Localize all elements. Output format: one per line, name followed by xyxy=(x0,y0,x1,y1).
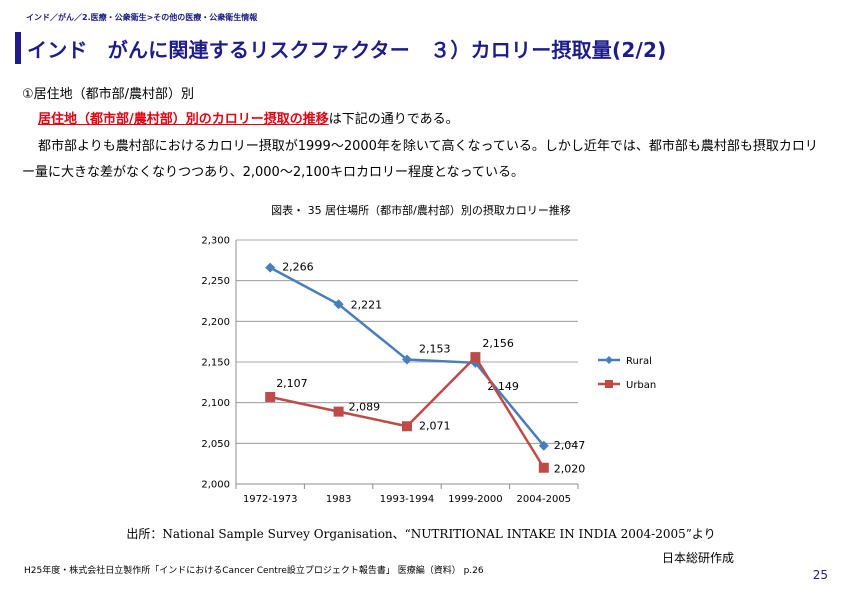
maker-note: 日本総研作成 xyxy=(661,551,734,565)
data-point-rural xyxy=(265,262,276,273)
data-point-urban xyxy=(265,391,276,402)
data-label-rural: 2,047 xyxy=(554,439,586,452)
legend-label-urban: Urban xyxy=(626,380,656,391)
x-tick-label: 1972-1973 xyxy=(243,494,298,505)
data-point-urban xyxy=(333,406,344,417)
data-point-urban xyxy=(538,462,549,473)
data-label-urban: 2,071 xyxy=(419,419,451,432)
series-line-urban xyxy=(269,355,545,469)
y-tick-label: 2,050 xyxy=(201,439,230,450)
highlight-line: 居住地（都市部/農村部）別のカロリー摂取の推移は下記の通りである。 xyxy=(38,108,459,127)
body-paragraph: 都市部よりも農村部におけるカロリー摂取が1999～2000年を除いて高くなってい… xyxy=(22,134,822,186)
data-label-urban: 2,107 xyxy=(276,377,308,390)
chart-title: 図表・ 35 居住場所（都市部/農村部）別の摂取カロリー推移 xyxy=(271,204,571,217)
data-label-urban: 2,089 xyxy=(349,401,381,414)
data-label-rural: 2,266 xyxy=(282,261,314,274)
data-label-rural: 2,153 xyxy=(419,343,451,356)
y-tick-label: 2,250 xyxy=(201,276,230,287)
y-tick-label: 2,300 xyxy=(201,236,230,247)
section-heading: ①居住地（都市部/農村部）別 xyxy=(22,87,195,102)
data-point-rural xyxy=(333,299,344,310)
highlight-suffix: は下記の通りである。 xyxy=(328,112,459,127)
footer-citation: H25年度・株式会社日立製作所「インドにおけるCancer Centre設立プロ… xyxy=(24,566,484,576)
y-tick-label: 2,000 xyxy=(201,480,230,491)
breadcrumb: インド／がん／2.医療・公衆衛生>その他の医療・公衆衛生情報 xyxy=(26,13,258,22)
data-label-urban: 2,156 xyxy=(482,337,514,350)
paragraph-text: 都市部よりも農村部におけるカロリー摂取が1999～2000年を除いて高くなってい… xyxy=(22,139,818,180)
y-tick-label: 2,200 xyxy=(201,317,230,328)
title-accent-bar xyxy=(15,32,21,64)
highlight-text: 居住地（都市部/農村部）別のカロリー摂取の推移 xyxy=(38,112,329,127)
x-tick-label: 1999-2000 xyxy=(448,494,503,505)
data-point-urban xyxy=(470,352,481,363)
page-number: 25 xyxy=(812,568,828,582)
y-tick-label: 2,100 xyxy=(201,398,230,409)
data-point-rural xyxy=(538,440,549,451)
data-point-rural xyxy=(402,354,412,365)
page-title: インド がんに関連するリスクファクター ３）カロリー摂取量(2/2) xyxy=(27,38,667,62)
source-note: 出所：National Sample Survey Organisation、“… xyxy=(126,527,716,541)
x-tick-label: 2004-2005 xyxy=(517,494,572,505)
data-label-urban: 2,020 xyxy=(554,463,586,476)
x-tick-label: 1993-1994 xyxy=(380,494,435,505)
data-label-rural: 2,221 xyxy=(351,298,383,311)
x-tick-label: 1983 xyxy=(326,494,351,505)
data-point-urban xyxy=(402,421,412,432)
y-tick-label: 2,150 xyxy=(201,358,230,369)
legend-label-rural: Rural xyxy=(626,356,652,367)
legend-marker xyxy=(605,356,613,364)
legend-marker xyxy=(605,380,613,388)
